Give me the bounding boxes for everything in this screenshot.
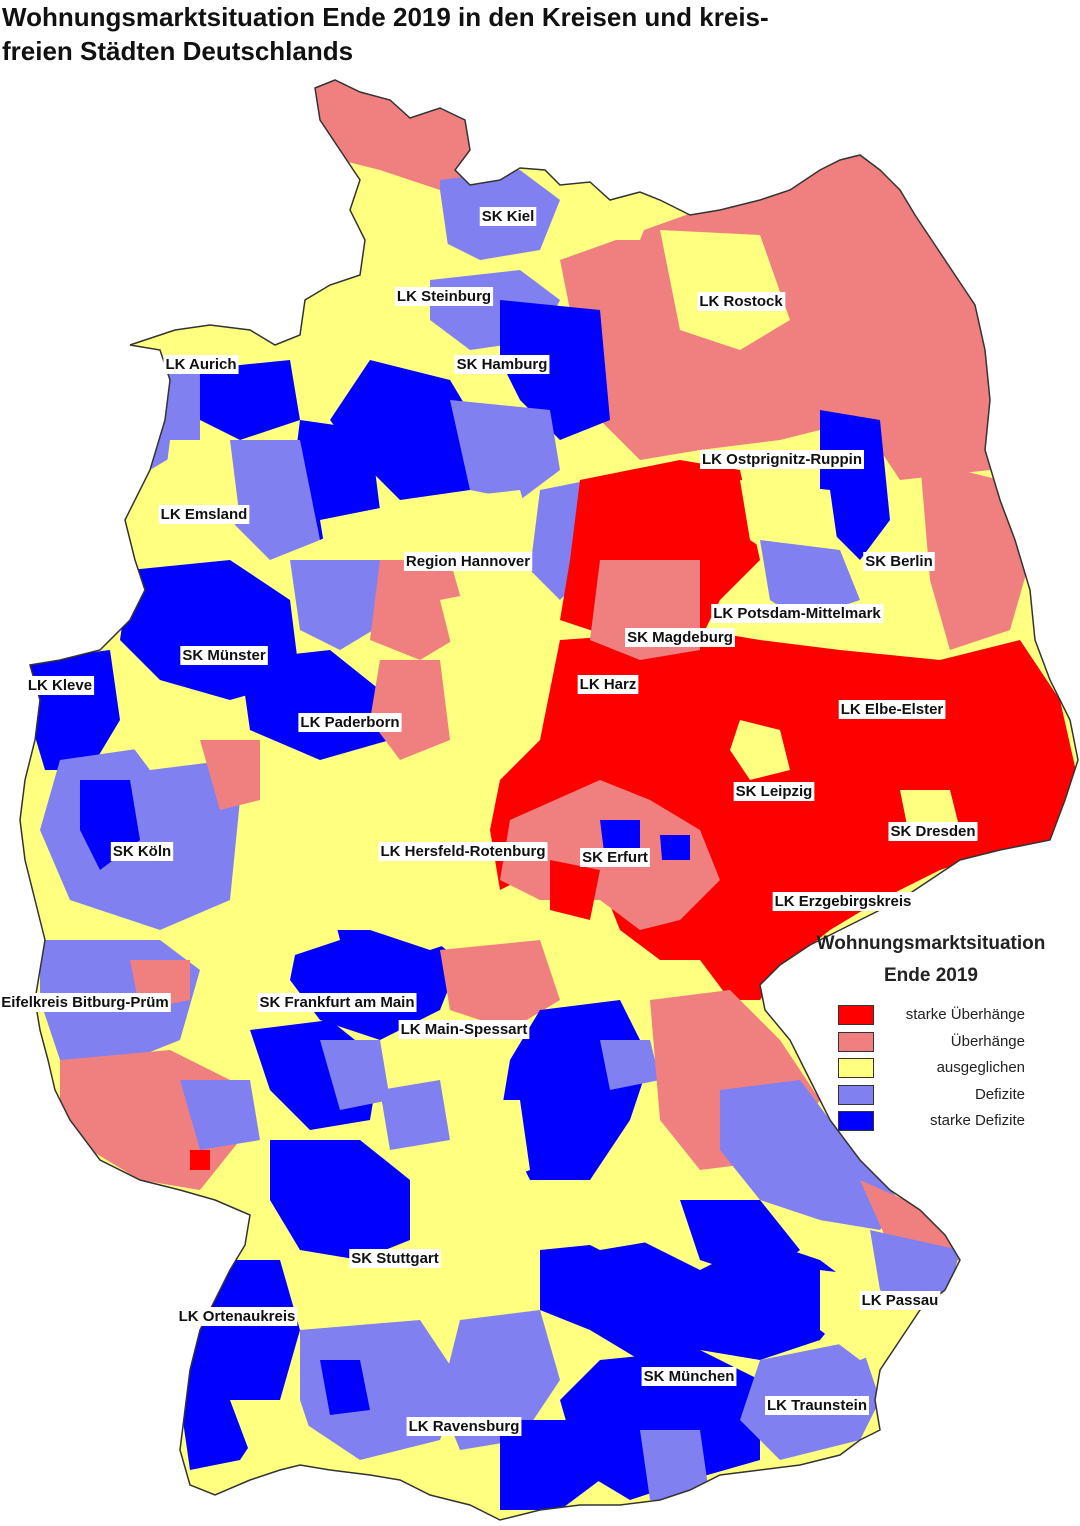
district-label: LK Ostprignitz-Ruppin xyxy=(702,451,862,468)
legend: Wohnungsmarktsituation Ende 2019 starke … xyxy=(800,928,1070,1135)
district-label: SK Berlin xyxy=(865,553,933,570)
legend-label: ausgeglichen xyxy=(936,1059,1025,1076)
district-labels: SK Kiel LK Steinburg LK Rostock LK Aurich SK… xyxy=(0,207,978,1436)
district-label-bg xyxy=(257,993,417,1012)
district-label: SK Erfurt xyxy=(582,849,648,866)
district-label: Region Hannover xyxy=(406,553,530,570)
district-label: SK Hamburg xyxy=(457,356,548,373)
legend-item-defizite: Defizite xyxy=(800,1082,1070,1109)
district-label: LK Rostock xyxy=(699,293,783,310)
district-label-bg xyxy=(163,355,239,374)
district-label: SK Stuttgart xyxy=(351,1250,439,1267)
district-label-bg xyxy=(711,604,884,623)
district-label-bg xyxy=(641,1367,737,1386)
district-label: LK Paderborn xyxy=(300,714,399,731)
district-label: LK Passau xyxy=(862,1292,939,1309)
district-label-bg xyxy=(349,1249,441,1268)
district-label-bg xyxy=(398,1020,530,1039)
district-label-bg xyxy=(394,287,494,306)
legend-swatch xyxy=(838,1031,874,1052)
district-label: LK Ortenaukreis xyxy=(179,1308,296,1325)
legend-label: starke Defizite xyxy=(929,1112,1025,1129)
district-label: LK Hersfeld-Rotenburg xyxy=(381,843,546,860)
legend-swatch xyxy=(838,1084,874,1105)
district-label-bg xyxy=(577,675,639,694)
map-title: Wohnungsmarktsituation Ende 2019 in den … xyxy=(2,0,1002,68)
legend-label: Überhänge xyxy=(950,1032,1025,1050)
district-label: SK Kiel xyxy=(482,208,535,225)
district-label-bg xyxy=(403,552,533,571)
district-label: LK Steinburg xyxy=(397,288,491,305)
district-label-bg xyxy=(378,842,548,861)
district-label-bg xyxy=(764,1396,870,1415)
district-label: LK Traunstein xyxy=(767,1397,867,1414)
district-label-bg xyxy=(298,713,402,732)
district-label-bg xyxy=(859,1291,941,1310)
district-label: LK Potsdam-Mittelmark xyxy=(713,605,881,622)
legend-item-starke-ueberhaenge: starke Überhänge xyxy=(800,1002,1070,1029)
legend-item-ausgeglichen: ausgeglichen xyxy=(800,1055,1070,1082)
district-label-bg xyxy=(454,355,550,374)
district-label: LK Kleve xyxy=(28,677,92,694)
district-label: SK Köln xyxy=(113,843,171,860)
legend-label: starke Überhänge xyxy=(905,1006,1025,1023)
legend-swatch xyxy=(838,1005,874,1025)
legend-item-starke-defizite: starke Defizite xyxy=(800,1108,1070,1135)
district-label: LK Emsland xyxy=(161,506,248,523)
district-label-bg xyxy=(176,1307,298,1326)
district-label: SK Magdeburg xyxy=(627,629,733,646)
district-label-bg xyxy=(772,892,914,911)
district-label-bg xyxy=(838,700,946,719)
district-label-bg xyxy=(888,822,978,841)
legend-title-line-2: Ende 2019 xyxy=(884,965,978,986)
district-label-bg xyxy=(158,505,250,524)
district-label-bg xyxy=(580,848,650,867)
legend-title: Wohnungsmarktsituation Ende 2019 xyxy=(800,928,1062,992)
district-label: LK Harz xyxy=(580,676,637,693)
district-label: SK Leipzig xyxy=(736,783,813,800)
district-label: LK Aurich xyxy=(165,356,236,373)
district-label: Eifelkreis Bitburg-Prüm xyxy=(1,994,169,1011)
title-line-2: freien Städten Deutschlands xyxy=(2,36,354,66)
district-label-bg xyxy=(863,552,935,571)
district-label: SK Münster xyxy=(182,647,266,664)
district-label-bg xyxy=(697,292,786,311)
district-label: LK Erzgebirgskreis xyxy=(775,893,912,910)
district-label-bg xyxy=(110,842,174,861)
legend-label: Defizite xyxy=(974,1085,1025,1103)
title-line-1: Wohnungsmarktsituation Ende 2019 in den … xyxy=(2,2,769,32)
district-label-bg xyxy=(479,207,537,226)
legend-swatch xyxy=(838,1058,874,1078)
district-label-bg xyxy=(406,1417,522,1436)
district-label-bg xyxy=(700,450,864,469)
district-label-bg xyxy=(180,646,268,665)
legend-item-ueberhaenge: Überhänge xyxy=(800,1029,1070,1056)
legend-swatch xyxy=(838,1111,874,1131)
district-label: SK Dresden xyxy=(890,823,975,840)
district-label-bg xyxy=(625,628,735,647)
district-label-bg xyxy=(0,993,171,1012)
district-label-bg xyxy=(733,782,815,801)
district-label: LK Ravensburg xyxy=(409,1418,520,1435)
district-label: LK Main-Spessart xyxy=(401,1021,528,1038)
district-label-bg xyxy=(25,676,95,695)
district-label: SK Frankfurt am Main xyxy=(259,994,414,1011)
district-label: LK Elbe-Elster xyxy=(841,701,944,718)
legend-title-line-1: Wohnungsmarktsituation xyxy=(816,933,1046,954)
district-label: SK München xyxy=(644,1368,735,1385)
